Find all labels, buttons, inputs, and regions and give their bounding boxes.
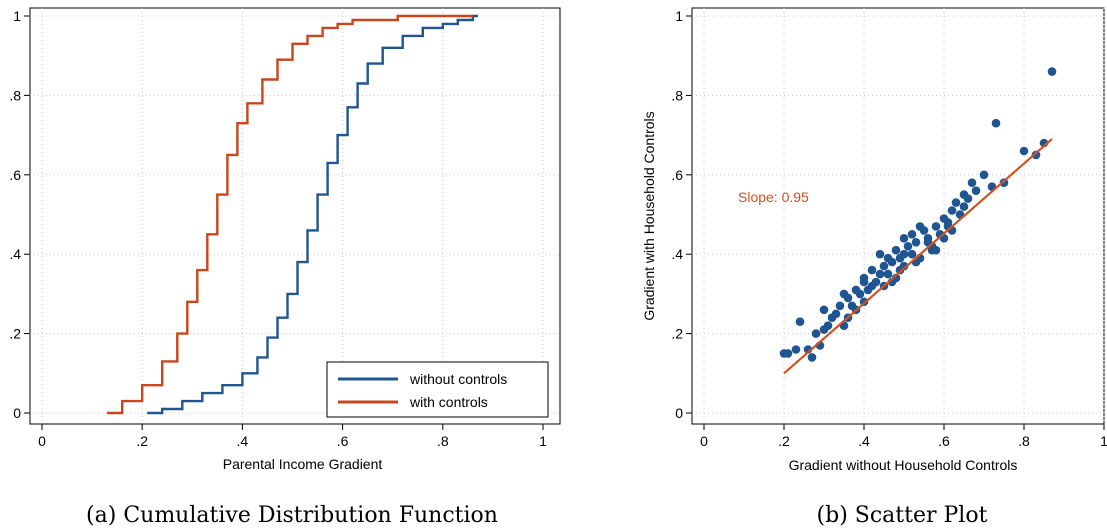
scatter-point [907,249,917,259]
panel-a-x-tick-label: 1 [539,433,547,449]
panel-b-grid [692,8,1105,424]
scatter-point [947,206,957,215]
scatter-point [911,238,921,247]
scatter-point [831,309,841,319]
scatter-point [807,353,817,362]
panel-b-y-tick-label: .6 [671,167,683,183]
panel-b-y-tick-label: .4 [671,246,683,262]
panel-b-y-tick-label: 1 [675,8,683,24]
scatter-point [1047,67,1057,76]
scatter-point [943,218,953,227]
scatter-point [899,234,909,243]
panel-b-x-tick-label: .4 [858,433,870,449]
panel-a-grid [30,8,560,424]
scatter-point [915,222,925,231]
scatter-point [891,245,901,255]
panel-a-x-tick-label: 0 [38,433,46,449]
panel-a-y-tick-label: .2 [9,326,21,342]
panel-b-x-tick-label: .6 [938,433,950,449]
panel-a-caption: (a) Cumulative Distribution Function [86,503,498,528]
panel-a-x-tick-label: .4 [237,433,249,449]
legend-label-without-controls: without controls [409,371,507,387]
panel-a-y-tick-label: 1 [13,8,21,24]
scatter-point [835,301,845,311]
scatter-point [931,222,941,231]
scatter-point [867,281,877,291]
scatter-point [795,317,805,327]
panel-b-x-tick-label: 0 [700,433,708,449]
scatter-point [867,265,877,275]
panel-b-x-ticks: 0 .2 .4 .6 .8 1 [700,424,1107,449]
panel-a-cdf: 0 .2 .4 .6 .8 1 0 .2 .4 .6 .8 1 Parental Income Gr… [9,7,561,528]
legend-box [326,361,549,418]
series-without-controls [147,14,478,415]
panel-a-x-tick-label: .8 [437,433,449,449]
scatter-point [839,289,849,299]
scatter-point [819,305,829,315]
panel-b-caption: (b) Scatter Plot [817,503,988,528]
scatter-point [811,329,821,338]
panel-b-y-tick-label: .2 [671,326,683,342]
panel-a-y-ticks: 0 .2 .4 .6 .8 1 [9,8,30,421]
scatter-point [951,198,961,207]
panel-b-scatter: 0 .2 .4 .6 .8 1 0 .2 .4 .6 .8 1 Slope: 0.95 Gradie… [641,7,1107,528]
panel-a-y-tick-label: .4 [9,246,21,262]
scatter-point [967,178,977,187]
panel-b-y-axis-label: Gradient with Household Controls [641,111,657,320]
scatter-point [971,186,981,195]
scatter-point [823,321,833,331]
panel-a-x-ticks: 0 .2 .4 .6 .8 1 [38,424,547,449]
scatter-point [927,245,937,255]
panel-b-x-tick-label: .8 [1018,433,1030,449]
panel-a-x-tick-label: .6 [337,433,349,449]
scatter-point [883,253,893,263]
panel-a-y-tick-label: .6 [9,167,21,183]
panel-b-y-ticks: 0 .2 .4 .6 .8 1 [671,8,692,421]
scatter-point [875,269,885,279]
scatter-point [855,289,865,299]
scatter-point [1019,146,1029,156]
panel-a-series [107,14,478,415]
scatter-point [959,202,969,211]
panel-b-x-tick-label: 1 [1100,433,1107,449]
panel-b-plot-frame [691,7,1105,425]
scatter-point [879,261,889,271]
scatter-point [883,269,893,279]
panel-a-x-tick-label: .2 [136,433,148,449]
panel-b-y-tick-label: .8 [671,87,683,103]
scatter-point [791,345,801,354]
scatter-point [859,277,869,287]
panel-b-y-tick-label: 0 [675,405,683,421]
panel-a-y-tick-label: .8 [9,87,21,103]
legend-label-with-controls: with controls [409,394,488,410]
panel-b-x-tick-label: .2 [778,433,790,449]
panel-a-x-axis-label: Parental Income Gradient [223,456,383,472]
panel-a-plot-frame [29,7,561,425]
slope-annotation: Slope: 0.95 [738,189,809,205]
scatter-point [1031,150,1041,160]
panel-a-y-tick-label: 0 [13,405,21,421]
fit-line [783,138,1053,375]
scatter-point [963,194,973,203]
panel-b-x-axis-label: Gradient without Household Controls [789,457,1018,473]
scatter-point [979,170,989,180]
panel-a-legend: without controls with controls [326,361,549,418]
scatter-point [783,349,793,358]
scatter-point [991,118,1001,128]
scatter-point [875,249,885,259]
scatter-point [903,242,913,251]
series-with-controls [107,14,473,415]
scatter-point [907,230,917,239]
panel-b-points [779,67,1057,362]
scatter-point [895,265,905,275]
scatter-point [899,249,909,259]
